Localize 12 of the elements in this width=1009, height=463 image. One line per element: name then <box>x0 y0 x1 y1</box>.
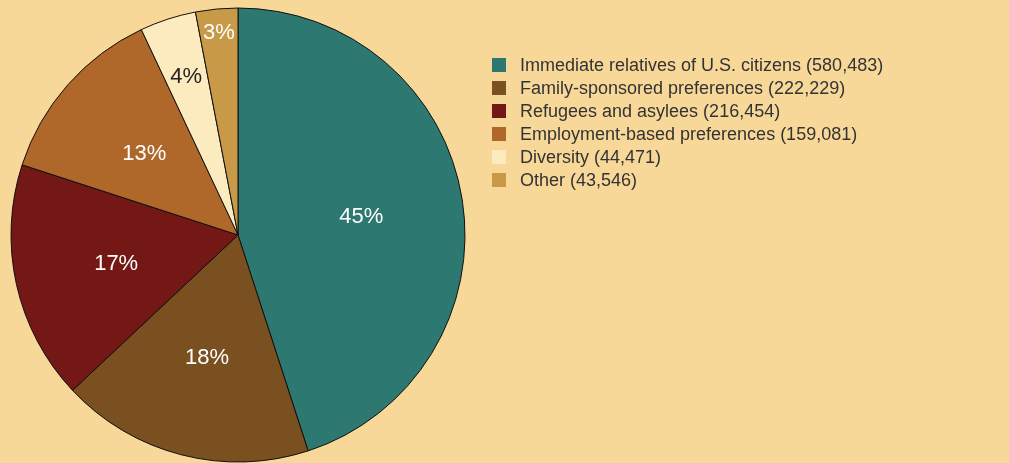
data-label: 4% <box>170 62 202 88</box>
legend-label: Family-sponsored preferences (222,229) <box>520 78 846 99</box>
data-label: 3% <box>202 19 235 45</box>
data-label: 17% <box>94 249 139 275</box>
data-label: 13% <box>122 140 167 166</box>
data-label: 18% <box>184 343 229 369</box>
legend-label: Employment-based preferences (159,081) <box>520 124 858 145</box>
legend-label: Refugees and asylees (216,454) <box>520 101 781 122</box>
legend-label: Immediate relatives of U.S. citizens (580,483) <box>520 55 884 76</box>
legend-label: Diversity (44,471) <box>520 147 662 168</box>
legend-label: Other (43,546) <box>520 170 638 191</box>
data-label: 45% <box>339 203 384 229</box>
